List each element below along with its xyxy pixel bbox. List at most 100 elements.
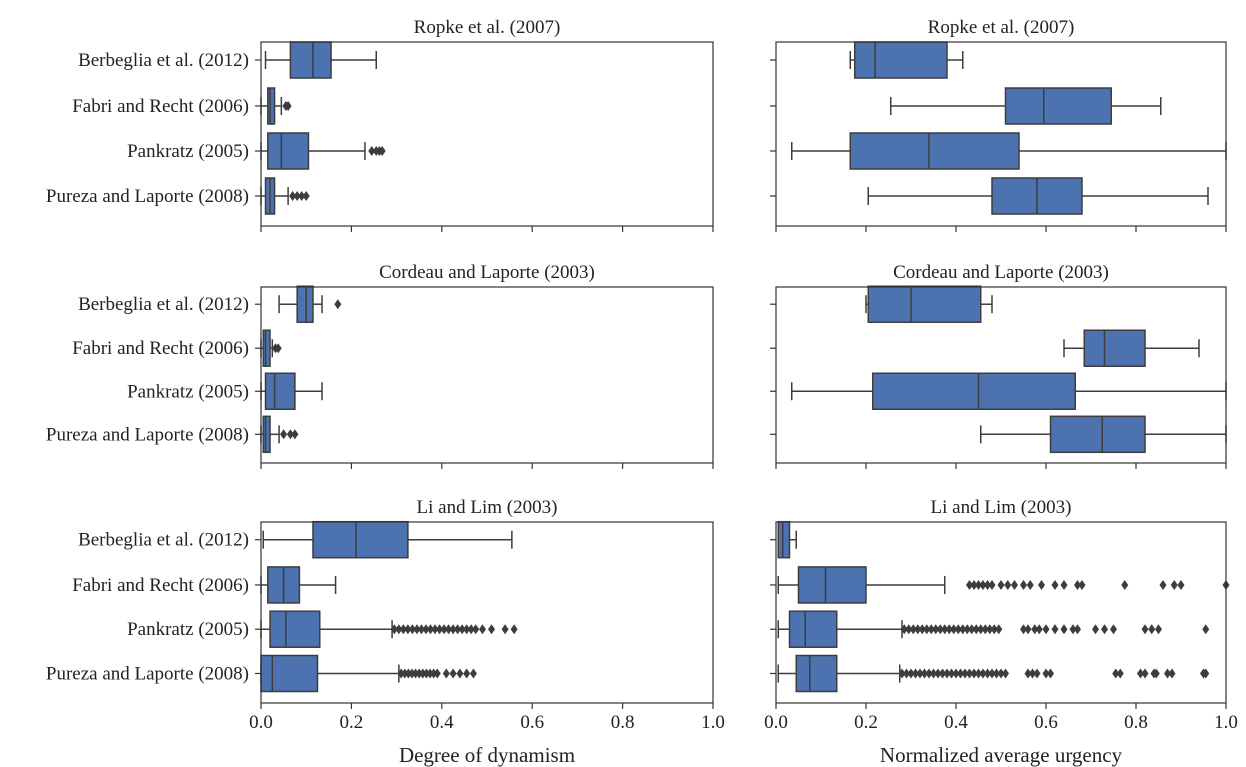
flier (1074, 579, 1081, 590)
axes-frame (260, 41, 714, 227)
flier (467, 624, 475, 635)
flier (1202, 668, 1210, 679)
flier (939, 668, 946, 679)
flier (898, 668, 906, 679)
panel-title: Li and Lim (2003) (417, 497, 558, 518)
flier (997, 579, 1005, 590)
flier (286, 429, 294, 440)
flier (979, 579, 987, 590)
panel-1-right: Ropke et al. (2007) (770, 17, 1227, 232)
flier (510, 624, 518, 635)
box-rect (269, 610, 321, 648)
box-2 (890, 87, 1162, 125)
box-2 (260, 329, 282, 367)
box-rect (312, 520, 409, 559)
category-label: Fabri and Recht (2006) (72, 575, 249, 596)
category-label: Pureza and Laporte (2008) (46, 424, 249, 445)
flier (952, 668, 960, 679)
flier (397, 668, 405, 679)
x-axis-label: Degree of dynamism (399, 743, 575, 767)
flier (478, 624, 486, 635)
flier (925, 668, 933, 679)
flier (1137, 668, 1144, 679)
flier (458, 624, 466, 635)
flier (918, 624, 926, 635)
flier (1116, 668, 1124, 679)
flier (905, 624, 913, 635)
box-3 (260, 372, 323, 411)
flier (1035, 624, 1043, 635)
flier (932, 624, 940, 635)
panel-title: Li and Lim (2003) (931, 497, 1072, 518)
x-tick-label: 1.0 (1214, 712, 1238, 733)
flier (959, 624, 967, 635)
category-label: Pankratz (2005) (127, 381, 249, 402)
flier (1112, 668, 1120, 679)
box-3 (777, 610, 1210, 648)
box-rect (267, 87, 276, 125)
box-4 (777, 654, 1210, 693)
category-label: Fabri and Recht (2006) (72, 96, 249, 117)
flier (1101, 624, 1108, 635)
box-1 (849, 41, 964, 79)
panel-1-left: Ropke et al. (2007) Berbeglia et al. (201… (46, 17, 714, 232)
flier (909, 624, 917, 635)
flier (422, 624, 430, 635)
flier (293, 191, 301, 201)
box-1 (278, 285, 342, 323)
category-label: Fabri and Recht (2006) (72, 338, 249, 359)
flier (997, 668, 1005, 679)
x-tick-label: 0.0 (764, 712, 788, 733)
box-4 (260, 415, 299, 454)
x-tick-label: 0.8 (611, 712, 635, 733)
flier (456, 668, 464, 679)
box-3 (260, 610, 518, 648)
box-4 (980, 415, 1227, 454)
flier (433, 668, 441, 679)
box-rect (1049, 415, 1146, 454)
flier (986, 624, 994, 635)
box-2 (260, 566, 337, 604)
flier (412, 668, 420, 679)
flier (970, 668, 978, 679)
box-rect (262, 415, 271, 454)
flier (921, 668, 928, 679)
flier (1026, 579, 1034, 590)
category-label: Berbeglia et al. (2012) (78, 294, 249, 315)
flier (1051, 624, 1059, 635)
flier (988, 579, 996, 590)
flier (1029, 668, 1036, 679)
flier (399, 624, 407, 635)
flier (972, 624, 980, 635)
flier (1038, 579, 1045, 590)
x-tick-label: 1.0 (701, 712, 725, 733)
flier (1020, 624, 1027, 635)
flier (1031, 624, 1039, 635)
flier (274, 343, 282, 354)
flier (280, 429, 288, 440)
flier (981, 624, 989, 635)
box-1 (777, 520, 797, 559)
flier (390, 624, 398, 635)
flier (990, 624, 998, 635)
flier (934, 668, 942, 679)
flier (334, 299, 342, 310)
box-rect (795, 654, 838, 693)
flier (968, 624, 976, 635)
flier (472, 624, 480, 635)
box-rect (1004, 87, 1112, 125)
flier (1141, 668, 1149, 679)
flier (417, 624, 425, 635)
flier (941, 624, 949, 635)
flier (907, 668, 915, 679)
flier (945, 624, 953, 635)
flier (977, 624, 985, 635)
flier (404, 624, 412, 635)
flier (975, 668, 982, 679)
flier (1170, 579, 1178, 590)
flier (970, 579, 978, 590)
box-rect (267, 132, 310, 170)
box-rect (854, 41, 948, 79)
panel-title: Cordeau and Laporte (2003) (893, 262, 1109, 283)
x-tick-label: 0.2 (854, 712, 878, 733)
